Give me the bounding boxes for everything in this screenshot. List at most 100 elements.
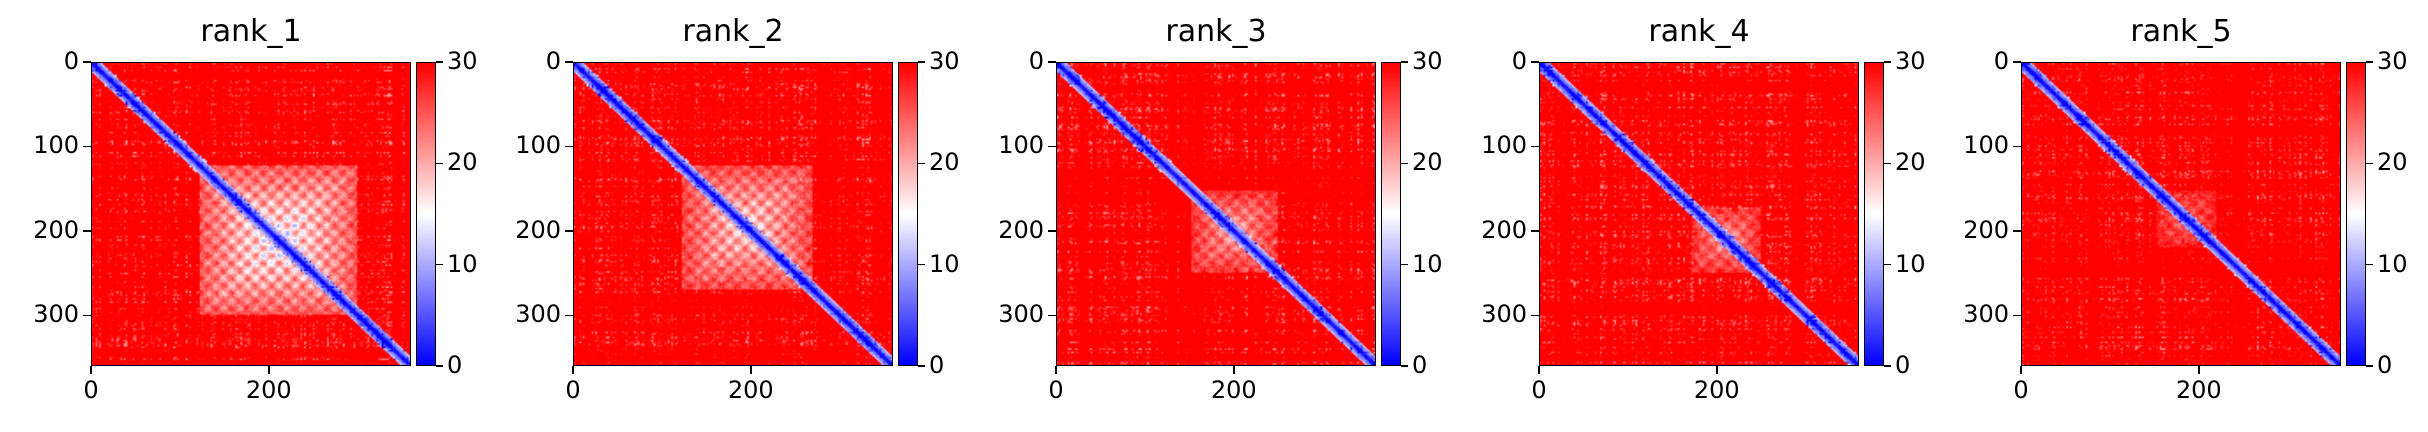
y-tick-label: 100: [33, 131, 79, 160]
colorbar-tick-label: 10: [447, 249, 478, 278]
y-tick-mark: [1048, 230, 1056, 232]
colorbar-tick-label: 0: [1412, 351, 1428, 379]
heatmap-cells: [2022, 63, 2340, 365]
colorbar-tick-label: 0: [929, 351, 945, 379]
colorbar-tick-label: 30: [1895, 47, 1926, 75]
chart-panel-3: rank_3 0 100 200 300 0 200 0 10 20 30: [965, 0, 1445, 432]
colorbar-tick-mark: [918, 263, 925, 266]
chart-title: rank_3: [1165, 14, 1267, 49]
y-tick-mark: [565, 314, 573, 317]
colorbar-tick-mark: [918, 162, 925, 165]
y-tick-mark: [1531, 145, 1539, 148]
y-tick-label: 300: [33, 300, 79, 329]
colorbar: [898, 62, 918, 366]
colorbar-tick-label: 20: [1412, 148, 1443, 177]
chart-title: rank_1: [200, 14, 302, 49]
colorbar-tick-label: 30: [447, 47, 478, 75]
colorbar-tick-mark: [1401, 263, 1408, 266]
y-tick-label: 300: [1481, 300, 1527, 329]
colorbar-tick-mark: [1884, 263, 1891, 266]
chart-panel-1: rank_1 0 100 200 300 0 200 0 10 20 30: [0, 0, 480, 432]
y-tick-label: 0: [1511, 47, 1527, 75]
y-tick-label: 200: [33, 215, 79, 244]
heatmap-plot: [1539, 62, 1859, 366]
y-tick-mark: [83, 145, 91, 148]
x-tick-label: 0: [2013, 376, 2029, 404]
heatmap-plot: [1056, 62, 1376, 366]
y-tick-label: 100: [515, 131, 561, 160]
y-tick-label: 100: [1481, 131, 1527, 160]
y-tick-label: 300: [515, 300, 561, 329]
y-tick-label: 100: [1963, 131, 2009, 160]
y-tick-mark: [565, 61, 573, 63]
colorbar-tick-mark: [2366, 365, 2373, 367]
y-tick-label: 100: [998, 131, 1044, 160]
colorbar-tick-mark: [918, 61, 925, 63]
x-tick-mark: [268, 366, 270, 374]
chart-title: rank_2: [682, 14, 784, 49]
chart-title: rank_4: [1648, 14, 1750, 49]
colorbar-tick-mark: [1401, 61, 1408, 63]
y-tick-mark: [1048, 314, 1056, 317]
x-tick-mark: [1055, 366, 1057, 374]
y-tick-mark: [1531, 61, 1539, 63]
y-tick-label: 0: [1028, 47, 1044, 75]
heatmap-cells: [1540, 63, 1858, 365]
heatmap-cells: [92, 63, 410, 365]
y-tick-mark: [83, 230, 91, 232]
y-tick-label: 300: [1963, 300, 2009, 329]
x-tick-label: 0: [1048, 376, 1064, 404]
y-tick-label: 200: [515, 215, 561, 244]
y-tick-mark: [2013, 230, 2021, 232]
y-tick-label: 0: [1993, 47, 2009, 75]
x-tick-mark: [1716, 366, 1718, 374]
chart-title: rank_5: [2130, 14, 2232, 49]
colorbar-tick-mark: [2366, 263, 2373, 266]
colorbar-tick-label: 30: [2377, 47, 2408, 75]
colorbar-tick-label: 10: [929, 249, 960, 278]
y-tick-label: 200: [998, 215, 1044, 244]
colorbar: [2346, 62, 2366, 366]
colorbar-tick-mark: [2366, 61, 2373, 63]
y-tick-mark: [83, 61, 91, 63]
x-tick-label: 200: [727, 376, 774, 404]
chart-panel-5: rank_5 0 100 200 300 0 200 0 10 20 30: [1930, 0, 2410, 432]
x-tick-label: 200: [1693, 376, 1740, 404]
colorbar: [1864, 62, 1884, 366]
x-tick-mark: [572, 366, 574, 374]
y-tick-label: 0: [545, 47, 561, 75]
x-tick-mark: [2020, 366, 2022, 374]
y-tick-label: 0: [63, 47, 79, 75]
heatmap-plot: [573, 62, 893, 366]
y-tick-label: 300: [998, 300, 1044, 329]
x-tick-mark: [750, 366, 752, 374]
colorbar-tick-mark: [436, 61, 443, 63]
y-tick-mark: [2013, 145, 2021, 148]
colorbar-tick-label: 30: [929, 47, 960, 75]
colorbar-tick-mark: [1884, 162, 1891, 165]
colorbar-tick-label: 20: [1895, 148, 1926, 177]
x-tick-label: 200: [1210, 376, 1257, 404]
colorbar-tick-mark: [1884, 365, 1891, 367]
colorbar-tick-label: 20: [447, 148, 478, 177]
y-tick-mark: [2013, 314, 2021, 317]
y-tick-mark: [83, 314, 91, 317]
colorbar-tick-label: 0: [447, 351, 463, 379]
colorbar-tick-mark: [436, 263, 443, 266]
colorbar-tick-label: 10: [1895, 249, 1926, 278]
colorbar-tick-mark: [1401, 162, 1408, 165]
colorbar-tick-label: 20: [2377, 148, 2408, 177]
colorbar-tick-mark: [1884, 61, 1891, 63]
x-tick-mark: [1233, 366, 1235, 374]
colorbar-tick-mark: [436, 162, 443, 165]
colorbar-tick-label: 30: [1412, 47, 1443, 75]
colorbar-tick-label: 0: [2377, 351, 2393, 379]
x-tick-mark: [90, 366, 92, 374]
heatmap-plot: [91, 62, 411, 366]
colorbar-tick-label: 10: [1412, 249, 1443, 278]
x-tick-label: 0: [565, 376, 581, 404]
y-tick-mark: [565, 230, 573, 232]
heatmap-cells: [1057, 63, 1375, 365]
x-tick-label: 200: [2175, 376, 2222, 404]
